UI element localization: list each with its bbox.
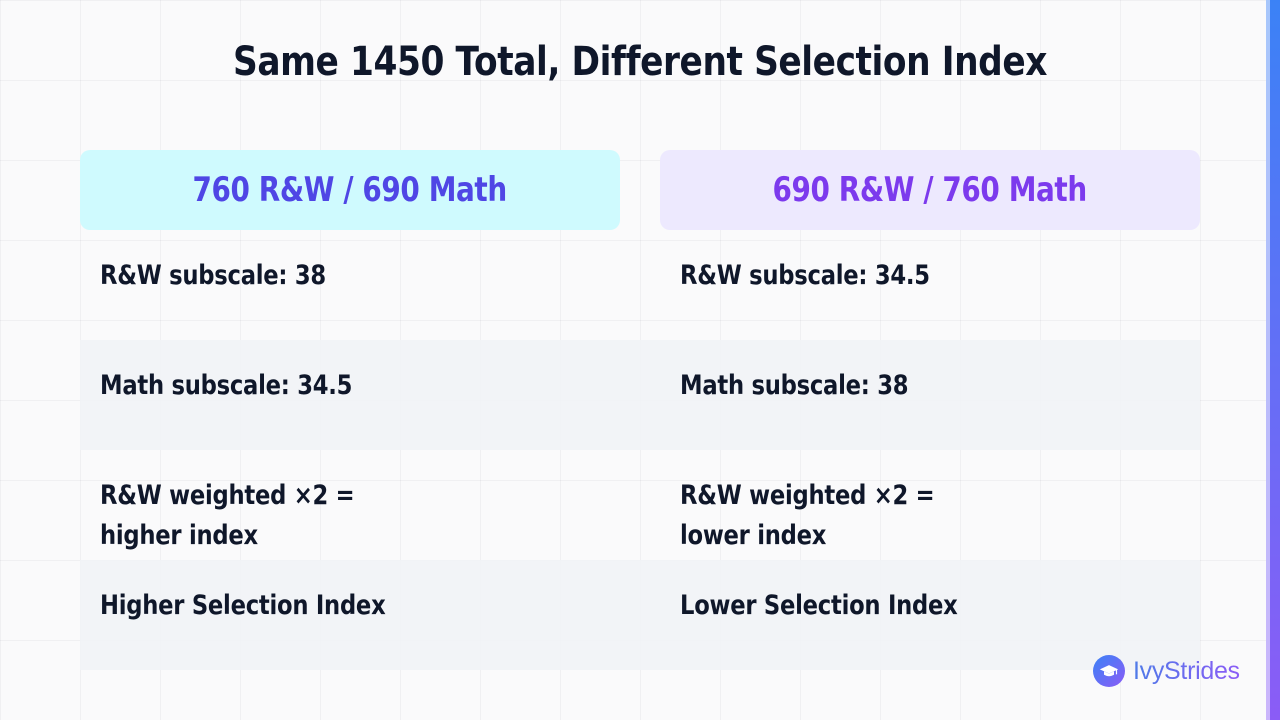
left-rw-subscale: R&W subscale: 38 [100,260,326,291]
left-cell: R&W subscale: 38 [80,230,620,340]
left-column-header: 760 R&W / 690 Math [80,150,620,230]
right-cell: Math subscale: 38 [660,340,1200,450]
right-selection-index-result: Lower Selection Index [680,590,958,621]
right-math-subscale: Math subscale: 38 [680,370,909,401]
table-row: R&W weighted ×2 = higher index R&W weigh… [80,450,1200,560]
right-rw-subscale: R&W subscale: 34.5 [680,260,930,291]
table-row: Math subscale: 34.5 Math subscale: 38 [80,340,1200,450]
right-weighting-note: R&W weighted ×2 = lower index [680,480,935,551]
right-cell: R&W subscale: 34.5 [660,230,1200,340]
left-math-subscale: Math subscale: 34.5 [100,370,353,401]
left-cell: R&W weighted ×2 = higher index [80,450,620,560]
table-row: Higher Selection Index Lower Selection I… [80,560,1200,670]
left-cell: Higher Selection Index [80,560,620,670]
right-cell: R&W weighted ×2 = lower index [660,450,1200,560]
left-weighting-note: R&W weighted ×2 = higher index [100,480,355,551]
comparison-table: 760 R&W / 690 Math 690 R&W / 760 Math R&… [80,150,1200,670]
right-column-header-text: 690 R&W / 760 Math [772,170,1088,210]
right-column-header: 690 R&W / 760 Math [660,150,1200,230]
table-row: R&W subscale: 38 R&W subscale: 34.5 [80,230,1200,340]
brand-logo: IvyStrides [1093,655,1240,687]
left-column-header-text: 760 R&W / 690 Math [192,170,508,210]
right-cell: Lower Selection Index [660,560,1200,670]
left-selection-index-result: Higher Selection Index [100,590,386,621]
graduation-cap-icon [1093,655,1125,687]
brand-name: IvyStrides [1133,656,1240,685]
header-row: 760 R&W / 690 Math 690 R&W / 760 Math [80,150,1200,230]
accent-bar [1266,0,1280,720]
left-cell: Math subscale: 34.5 [80,340,620,450]
slide-title: Same 1450 Total, Different Selection Ind… [232,39,1048,85]
